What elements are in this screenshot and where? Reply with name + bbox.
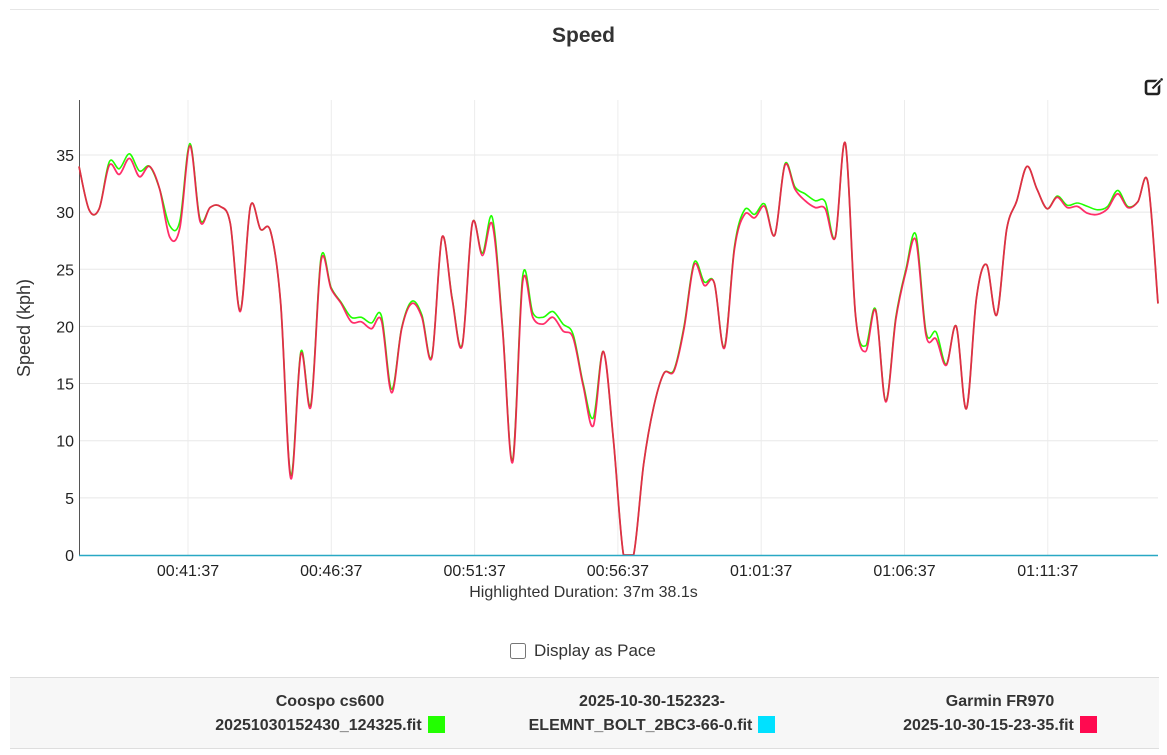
- y-axis-ticks: 0 5 10 15 20 25 30 35: [56, 148, 74, 565]
- display-as-pace-toggle[interactable]: Display as Pace: [510, 641, 656, 661]
- svg-text:00:46:37: 00:46:37: [300, 563, 362, 580]
- series-line: [78, 141, 1159, 556]
- svg-text:01:01:37: 01:01:37: [730, 563, 792, 580]
- legend-color-swatch: [1079, 716, 1097, 733]
- svg-text:00:56:37: 00:56:37: [587, 563, 649, 580]
- svg-text:0: 0: [65, 548, 74, 565]
- legend-device-name: Coospo cs600: [275, 693, 385, 710]
- legend-device-name: 2025-10-30-152323-: [579, 693, 725, 710]
- svg-text:30: 30: [56, 205, 74, 222]
- display-as-pace-label: Display as Pace: [534, 641, 656, 660]
- svg-text:5: 5: [65, 491, 74, 508]
- legend-color-swatch: [427, 716, 445, 733]
- legend-item-garmin[interactable]: Garmin FR970 2025-10-30-15-23-35.fit: [850, 690, 1150, 738]
- chart-legend: Coospo cs600 20251030152430_124325.fit 2…: [10, 677, 1159, 749]
- svg-text:35: 35: [56, 148, 74, 165]
- display-as-pace-checkbox[interactable]: [510, 643, 526, 659]
- svg-text:15: 15: [56, 377, 74, 394]
- legend-item-coospo[interactable]: Coospo cs600 20251030152430_124325.fit: [180, 690, 480, 738]
- chart-series: [78, 141, 1159, 556]
- svg-text:01:11:37: 01:11:37: [1017, 563, 1078, 580]
- top-divider: [10, 9, 1159, 10]
- legend-item-elemnt-bolt[interactable]: 2025-10-30-152323- ELEMNT_BOLT_2BC3-66-0…: [502, 690, 802, 738]
- legend-file-name: ELEMNT_BOLT_2BC3-66-0.fit: [528, 717, 753, 734]
- svg-text:20: 20: [56, 319, 74, 336]
- chart-gridlines: [79, 100, 1158, 555]
- edit-chart-button[interactable]: [1143, 76, 1165, 98]
- svg-text:00:41:37: 00:41:37: [157, 563, 219, 580]
- legend-color-swatch: [758, 716, 776, 733]
- svg-text:01:06:37: 01:06:37: [873, 563, 935, 580]
- svg-text:10: 10: [56, 434, 74, 451]
- x-axis-ticks: 00:41:37 00:46:37 00:51:37 00:56:37 01:01:37…: [157, 563, 1079, 580]
- y-axis-label: Speed (kph): [14, 279, 34, 377]
- legend-file-name: 20251030152430_124325.fit: [215, 717, 422, 734]
- svg-text:00:51:37: 00:51:37: [443, 563, 505, 580]
- legend-file-name: 2025-10-30-15-23-35.fit: [903, 717, 1074, 734]
- legend-device-name: Garmin FR970: [945, 693, 1055, 710]
- svg-text:25: 25: [56, 262, 74, 279]
- edit-square-icon: [1144, 78, 1163, 96]
- highlighted-duration: Highlighted Duration: 37m 38.1s: [469, 584, 698, 601]
- chart-title: Speed: [551, 24, 616, 47]
